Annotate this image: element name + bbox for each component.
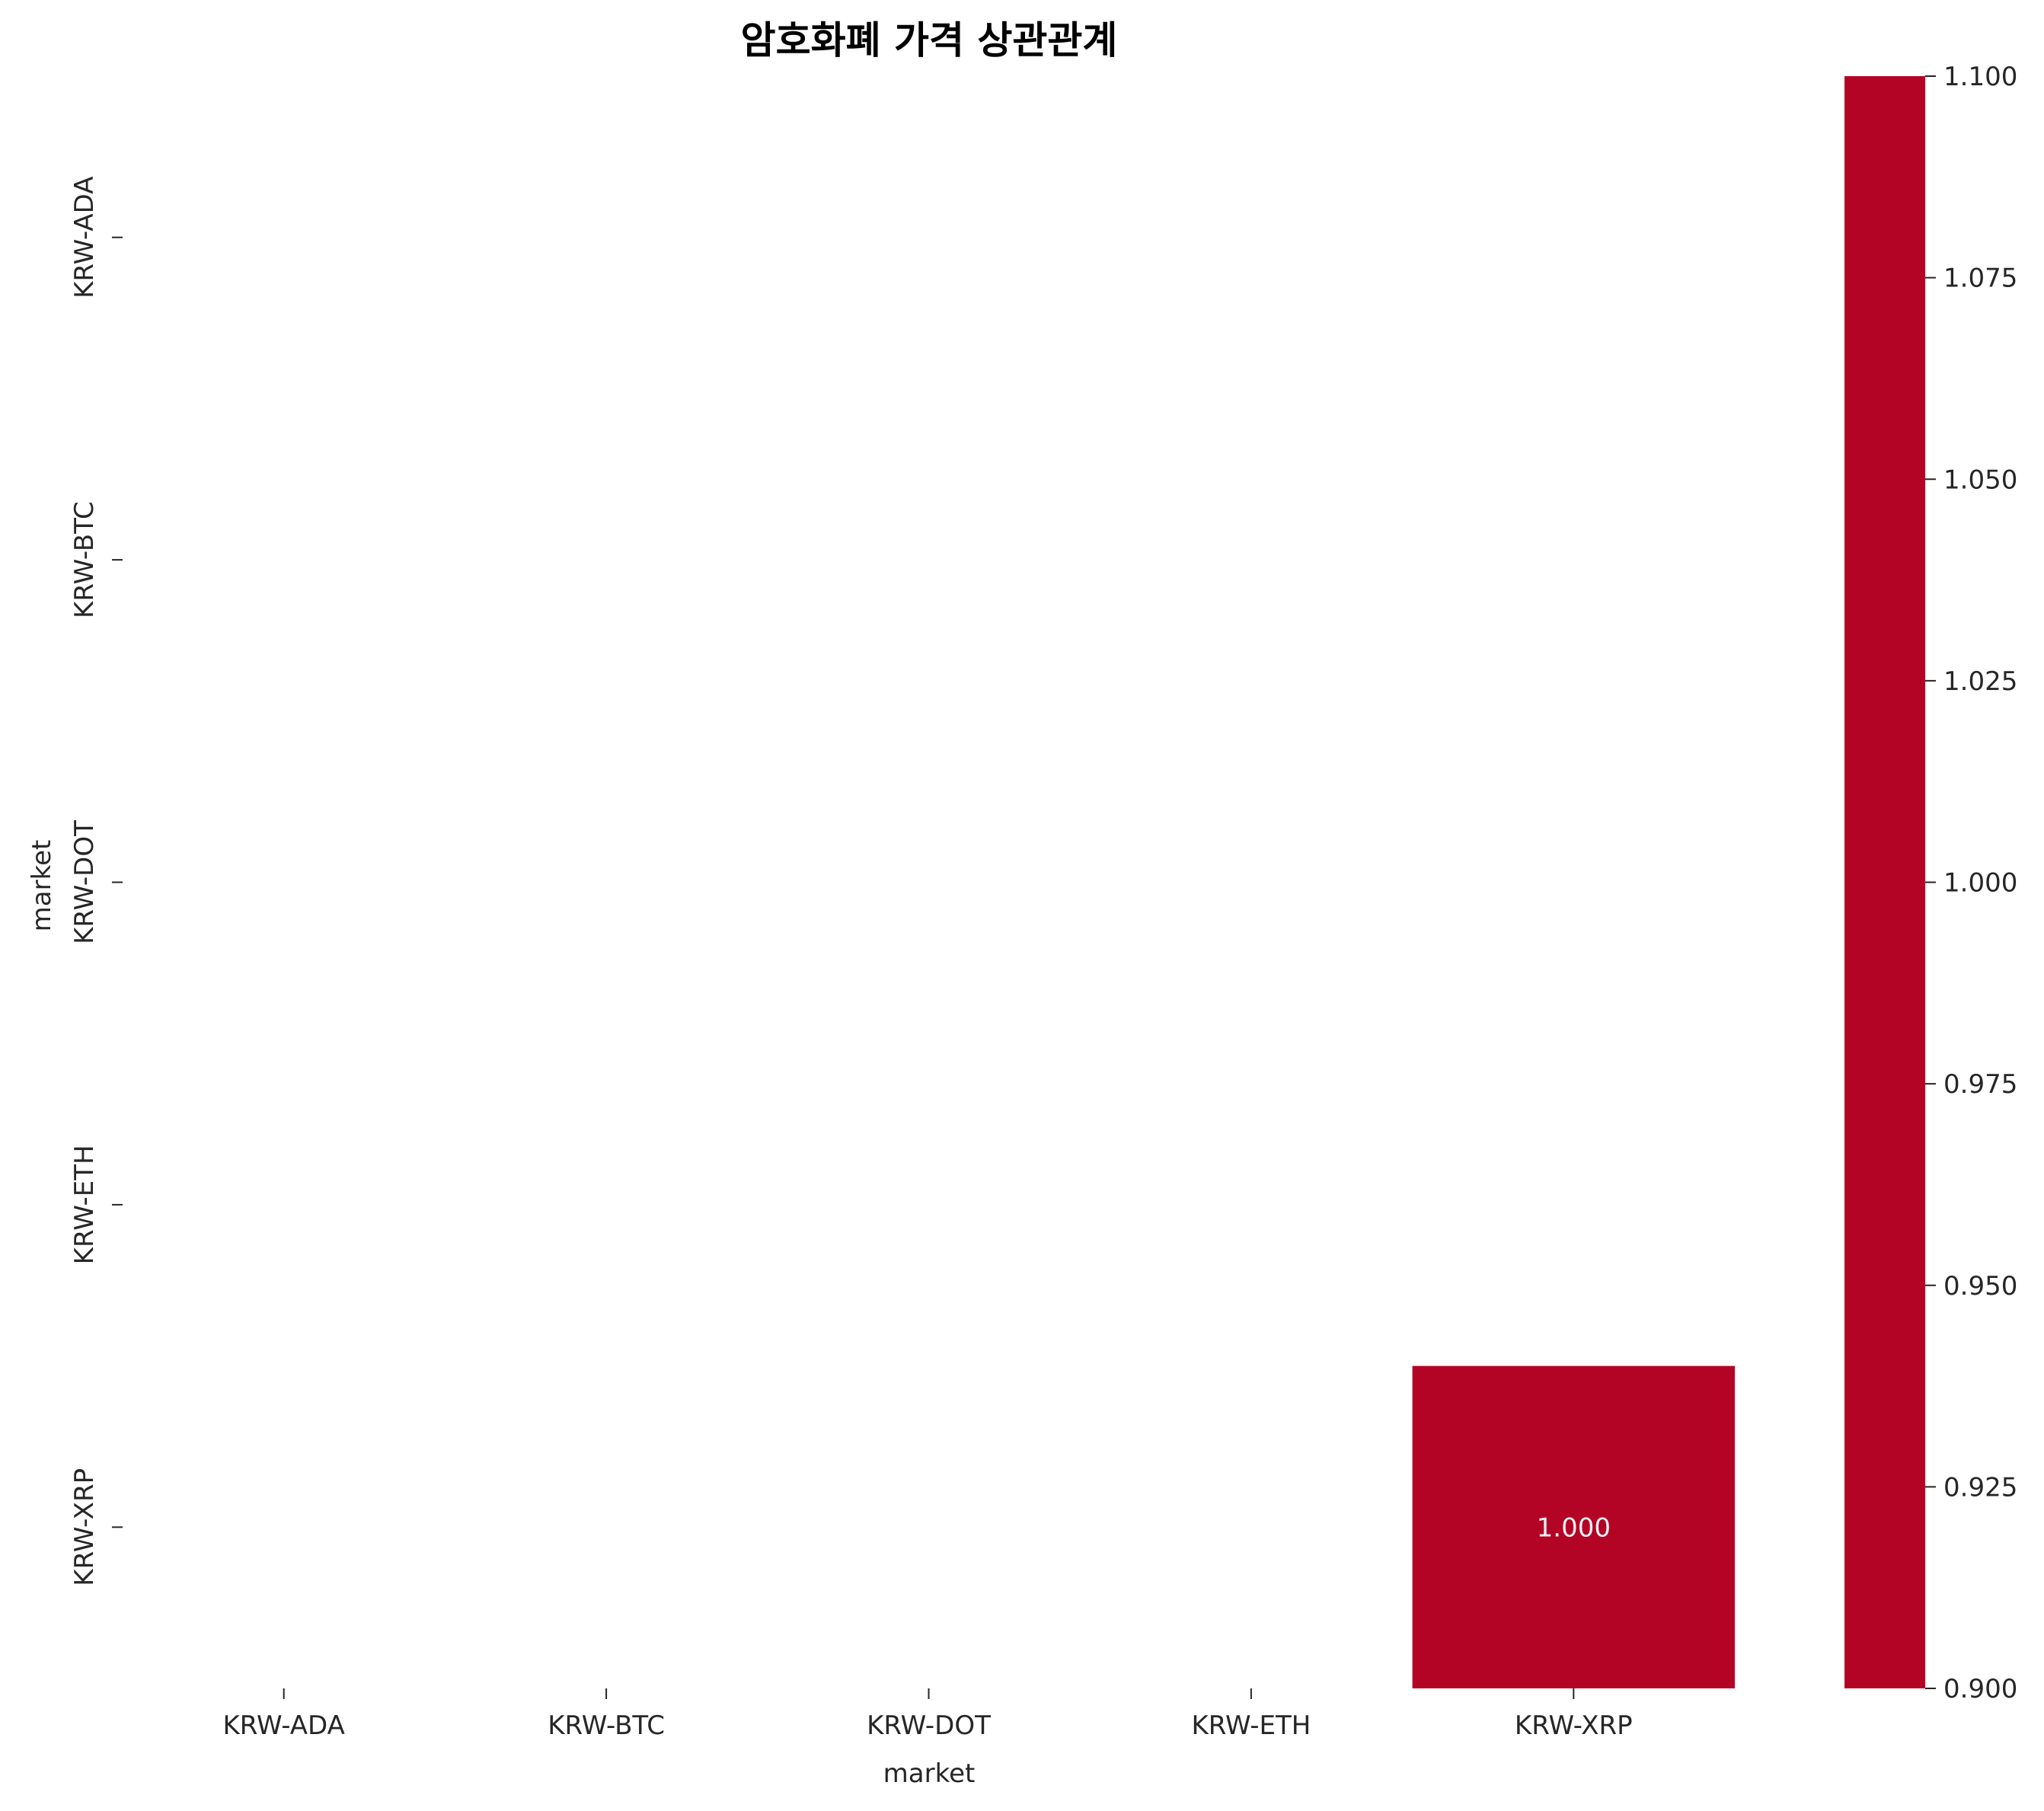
colorbar-tick-label: 1.075 [1943, 264, 2017, 294]
colorbar-tick-label: 0.900 [1943, 1674, 2017, 1704]
colorbar: 0.900 0.925 0.950 0.975 1.000 1.025 1.050 1.075… [1844, 62, 2017, 1704]
chart-title: 암호화폐 가격 상관관계 [741, 18, 1118, 62]
colorbar-tick-label: 1.025 [1943, 666, 2017, 697]
heatmap-cell [1412, 1365, 1735, 1688]
y-tick-label: KRW-DOT [69, 820, 100, 944]
colorbar-gradient [1844, 76, 1925, 1688]
y-axis-label: market [27, 840, 57, 932]
colorbar-tick-label: 0.975 [1943, 1069, 2017, 1100]
x-tick-label: KRW-XRP [1515, 1710, 1633, 1741]
y-axis: KRW-ADA KRW-BTC KRW-DOT KRW-ETH KRW-XRP [69, 176, 123, 1586]
y-tick-label: KRW-ETH [69, 1145, 100, 1264]
colorbar-tick-label: 1.100 [1943, 62, 2017, 92]
x-tick-label: KRW-DOT [867, 1710, 991, 1741]
x-axis-label: market [883, 1758, 976, 1789]
y-tick-label: KRW-BTC [69, 501, 100, 618]
colorbar-tick-label: 0.950 [1943, 1271, 2017, 1302]
x-tick-label: KRW-ADA [222, 1710, 344, 1741]
x-tick-label: KRW-ETH [1191, 1710, 1311, 1741]
x-axis: KRW-ADA KRW-BTC KRW-DOT KRW-ETH KRW-XRP [222, 1688, 1633, 1741]
y-tick-label: KRW-XRP [69, 1468, 100, 1586]
cell-value-label: 1.000 [1537, 1512, 1611, 1543]
colorbar-tick-label: 1.050 [1943, 465, 2017, 495]
x-tick-label: KRW-BTC [548, 1710, 665, 1741]
heatmap-cells: 1.000 [1412, 1365, 1735, 1688]
colorbar-tick-label: 1.000 [1943, 868, 2017, 899]
y-tick-label: KRW-ADA [69, 176, 100, 298]
colorbar-tick-label: 0.925 [1943, 1472, 2017, 1503]
